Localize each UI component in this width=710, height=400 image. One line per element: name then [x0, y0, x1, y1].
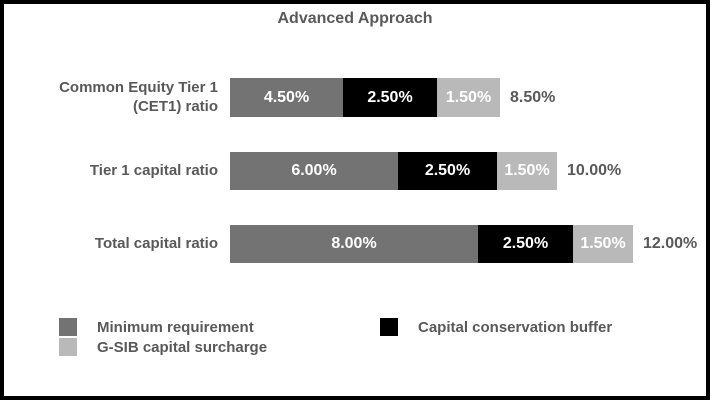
category-label-total-capital: Total capital ratio [4, 235, 230, 254]
bar-segment-gsib-surcharge: 1.50% [573, 225, 633, 263]
category-label-cet1: Common Equity Tier 1 (CET1) ratio [4, 79, 230, 117]
bar-segment-conservation-buffer: 2.50% [343, 78, 437, 117]
legend-label: G-SIB capital surcharge [97, 338, 268, 356]
legend-item-gsib-surcharge: G-SIB capital surcharge [59, 338, 267, 356]
bar-segment-conservation-buffer: 2.50% [398, 152, 497, 190]
legend: Minimum requirement G-SIB capital surcha… [4, 318, 706, 366]
bar-row-tier1: Tier 1 capital ratio 6.00% 2.50% 1.50% 1… [4, 152, 621, 190]
total-label-cet1: 8.50% [510, 88, 556, 106]
bar-segment-minimum-requirement: 4.50% [230, 78, 343, 117]
bar-segment-minimum-requirement: 8.00% [230, 225, 478, 263]
category-label-tier1: Tier 1 capital ratio [4, 162, 230, 181]
legend-swatch-minimum-requirement [59, 318, 77, 336]
stacked-bar-total-capital: 8.00% 2.50% 1.50% [230, 225, 633, 263]
chart-title: Advanced Approach [277, 10, 433, 27]
category-label-line: Tier 1 capital ratio [89, 161, 218, 179]
bar-segment-gsib-surcharge: 1.50% [497, 152, 557, 190]
legend-swatch-gsib-surcharge [59, 338, 77, 356]
stacked-bar-cet1: 4.50% 2.50% 1.50% [230, 78, 500, 117]
bar-row-cet1: Common Equity Tier 1 (CET1) ratio 4.50% … [4, 78, 555, 117]
category-label-line: (CET1) ratio [132, 97, 218, 115]
legend-label: Capital conservation buffer [418, 318, 613, 336]
bar-segment-gsib-surcharge: 1.50% [437, 78, 500, 117]
total-label-tier1: 10.00% [567, 162, 622, 179]
bar-row-total-capital: Total capital ratio 8.00% 2.50% 1.50% 12… [4, 225, 697, 263]
legend-item-conservation-buffer: Capital conservation buffer [380, 318, 612, 336]
legend-label: Minimum requirement [97, 318, 254, 336]
bar-segment-minimum-requirement: 6.00% [230, 152, 398, 190]
category-label-line: Total capital ratio [94, 234, 218, 252]
stacked-bar-tier1: 6.00% 2.50% 1.50% [230, 152, 557, 190]
category-label-line: Common Equity Tier 1 [59, 78, 218, 96]
legend-item-minimum-requirement: Minimum requirement [59, 318, 254, 336]
total-label-total-capital: 12.00% [643, 235, 698, 252]
bar-segment-conservation-buffer: 2.50% [478, 225, 573, 263]
legend-swatch-conservation-buffer [380, 318, 398, 336]
